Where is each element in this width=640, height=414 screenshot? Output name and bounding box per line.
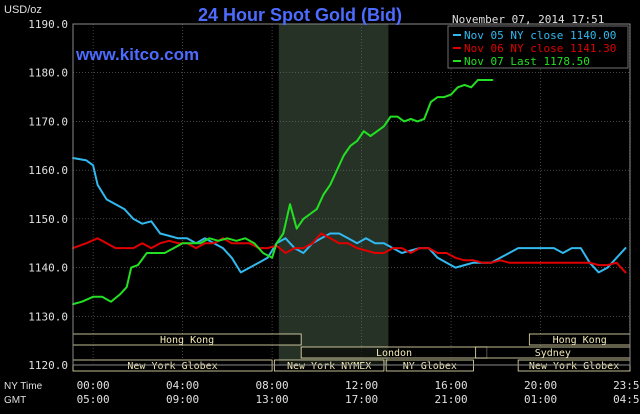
site-watermark: www.kitco.com — [75, 45, 199, 64]
legend-item-nov05: Nov 05 NY close 1140.00 — [453, 29, 616, 42]
session-label: New York Globex — [529, 361, 619, 372]
y-tick-label: 1130.0 — [28, 310, 68, 323]
legend: Nov 05 NY close 1140.00 Nov 06 NY close … — [447, 25, 629, 69]
legend-box — [447, 25, 629, 69]
chart-datetime: November 07, 2014 17:51 — [452, 13, 604, 26]
session-box: London — [300, 346, 488, 359]
x-tick-gmt: 05:00 — [77, 393, 110, 406]
series-line-2 — [72, 79, 494, 306]
y-tick-label: 1150.0 — [28, 213, 68, 226]
session-box: New York NYMEX — [273, 359, 385, 372]
y-tick-label: 1160.0 — [28, 164, 68, 177]
legend-item-nov07: Nov 07 Last 1178.50 — [453, 55, 590, 68]
x-tick-ny: 04:00 — [166, 379, 199, 392]
session-box: Sydney — [475, 346, 631, 359]
legend-label-nov07: Nov 07 Last 1178.50 — [464, 55, 590, 68]
chart-title: 24 Hour Spot Gold (Bid) — [198, 5, 402, 25]
x-tick-ny: 12:00 — [345, 379, 378, 392]
legend-label-nov05: Nov 05 NY close 1140.00 — [464, 29, 616, 42]
legend-label-nov06: Nov 06 NY close 1141.30 — [464, 42, 616, 55]
y-tick-label: 1170.0 — [28, 115, 68, 128]
x-tick-gmt: 01:00 — [524, 393, 557, 406]
y-unit-label: USD/oz — [4, 4, 42, 16]
session-label: NY Globex — [403, 361, 457, 372]
session-box: New York Globex — [517, 359, 631, 372]
session-label: Sydney — [535, 348, 571, 359]
y-tick-labels: 1120.0 1130.0 1140.0 1150.0 1160.0 1170.0 1180… — [28, 18, 68, 372]
highlight-band-rect — [278, 24, 389, 365]
x-tick-gmt: 09:00 — [166, 393, 199, 406]
x-tick-gmt: 04:59 — [613, 393, 640, 406]
x-tick-ny: 00:00 — [77, 379, 110, 392]
gmt-label: GMT — [4, 395, 26, 406]
y-tick-label: 1120.0 — [28, 359, 68, 372]
session-box: NY Globex — [385, 359, 474, 372]
session-label: London — [376, 348, 412, 359]
y-tick-label: 1180.0 — [28, 67, 68, 80]
legend-item-nov06: Nov 06 NY close 1141.30 — [453, 42, 616, 55]
session-box: Hong Kong — [72, 333, 302, 346]
session-label: Hong Kong — [553, 335, 607, 346]
y-tick-label: 1190.0 — [28, 18, 68, 31]
session-label: Hong Kong — [160, 335, 214, 346]
x-tick-gmt: 13:00 — [256, 393, 289, 406]
x-tick-gmt: 21:00 — [434, 393, 467, 406]
series-line-1 — [72, 232, 627, 274]
session-label: New York NYMEX — [287, 361, 371, 372]
x-tick-ny: 23:59 — [613, 379, 640, 392]
session-box: Hong Kong — [528, 333, 631, 346]
x-tick-ny: 20:00 — [524, 379, 557, 392]
x-tick-ny: 08:00 — [256, 379, 289, 392]
session-box: New York Globex — [72, 359, 273, 372]
session-label: New York Globex — [127, 361, 217, 372]
x-tick-gmt: 17:00 — [345, 393, 378, 406]
y-tick-label: 1140.0 — [28, 262, 68, 275]
price-series — [72, 79, 627, 306]
x-tick-ny: 16:00 — [434, 379, 467, 392]
nymex-highlight-band — [278, 24, 389, 365]
ny-time-label: NY Time — [4, 381, 43, 392]
plot-frame — [72, 23, 631, 366]
series-line-0 — [72, 157, 627, 274]
